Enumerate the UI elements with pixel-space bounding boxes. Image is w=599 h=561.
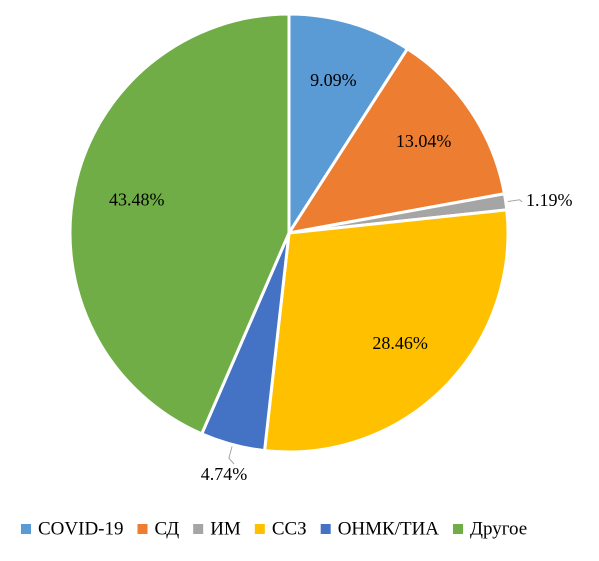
pie-slices bbox=[68, 12, 510, 454]
legend-label-1: COVID-19 bbox=[38, 518, 124, 539]
legend-swatch-3 bbox=[193, 524, 204, 534]
legend-label-2: СД bbox=[155, 518, 180, 539]
legend-swatch-5 bbox=[320, 524, 331, 534]
slice-label-3: 1.19% bbox=[526, 190, 573, 210]
leader-line-3 bbox=[507, 199, 523, 203]
leader-line-5 bbox=[228, 446, 235, 465]
slice-labels: 9.09% 13.04% 1.19% 28.46% 4.74% 43.48% bbox=[109, 70, 572, 484]
slice-label-1: 9.09% bbox=[310, 70, 357, 90]
legend-swatch-4 bbox=[254, 524, 265, 534]
slice-label-6: 43.48% bbox=[109, 189, 165, 209]
pie-slice-4 bbox=[263, 208, 510, 454]
legend-label-6: Другое bbox=[470, 518, 527, 539]
legend-swatch-6 bbox=[453, 524, 464, 534]
slice-label-5: 4.74% bbox=[201, 464, 248, 484]
legend-label-3: ИМ bbox=[210, 518, 241, 539]
slice-label-4: 28.46% bbox=[372, 333, 428, 353]
leader-lines bbox=[228, 199, 523, 465]
legend-swatch-1 bbox=[21, 524, 31, 534]
pie-slice-1 bbox=[287, 12, 409, 235]
pie-slice-6 bbox=[68, 12, 291, 436]
legend-label-4: ССЗ bbox=[272, 518, 307, 539]
legend-label-5: ОНМК/ТИА bbox=[338, 518, 440, 539]
legend-swatch-2 bbox=[137, 524, 148, 534]
slice-label-2: 13.04% bbox=[396, 131, 452, 151]
pie-slice-2 bbox=[287, 47, 506, 235]
legend: COVID-19 СД ИМ ССЗ ОНМК/ТИА Другое bbox=[21, 518, 527, 539]
